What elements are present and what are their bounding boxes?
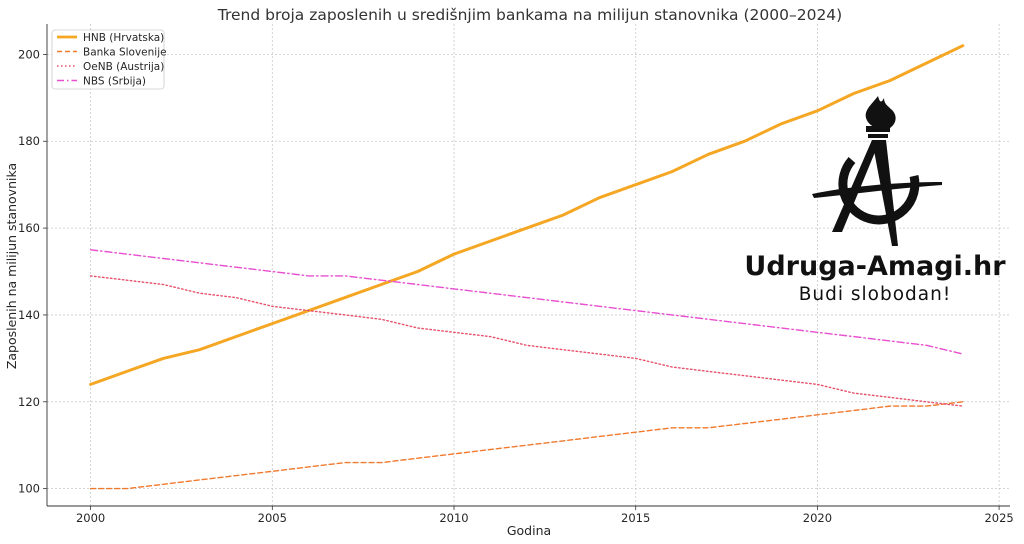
series-line-1 xyxy=(89,44,965,386)
y-tick-label: 140 xyxy=(18,308,40,322)
axes xyxy=(46,24,1010,507)
y-tick-label: 160 xyxy=(18,221,40,235)
legend-label-3: OeNB (Austrija) xyxy=(83,61,164,73)
legend-label-4: NBS (Srbija) xyxy=(83,76,146,88)
chart-title: Trend broja zaposlenih u središnjim bank… xyxy=(217,6,842,24)
legend: HNB (Hrvatska) Banka Slovenije OeNB (Austr… xyxy=(51,29,167,90)
y-axis-label: Zaposlenih na milijun stanovnika xyxy=(4,163,19,369)
series-line-3 xyxy=(89,275,964,407)
watermark-brand: Udruga-Amagi.hr xyxy=(744,251,1006,282)
series-line-2 xyxy=(89,401,964,490)
legend-label-2: Banka Slovenije xyxy=(83,47,167,59)
anarchy-torch-icon xyxy=(812,96,942,246)
series-line-4 xyxy=(89,249,964,355)
x-tick-label: 2020 xyxy=(803,511,832,525)
watermark-slogan: Budi slobodan! xyxy=(799,284,952,305)
x-tick-label: 2010 xyxy=(439,511,468,525)
y-tick-label: 180 xyxy=(18,134,40,148)
y-tick-label: 100 xyxy=(18,482,40,496)
y-tick-label: 200 xyxy=(18,47,40,61)
ticks: 2000 2005 2010 2015 2020 2025 100 120 140 160 180 2… xyxy=(18,47,1014,525)
series-lines xyxy=(89,44,965,490)
legend-box xyxy=(51,29,165,90)
y-tick-label: 120 xyxy=(18,395,40,409)
x-tick-label: 2000 xyxy=(76,511,105,525)
x-tick-label: 2005 xyxy=(258,511,287,525)
x-axis-label: Godina xyxy=(507,523,551,538)
x-tick-label: 2015 xyxy=(621,511,650,525)
x-tick-label: 2025 xyxy=(984,511,1013,525)
legend-label-1: HNB (Hrvatska) xyxy=(83,32,164,44)
